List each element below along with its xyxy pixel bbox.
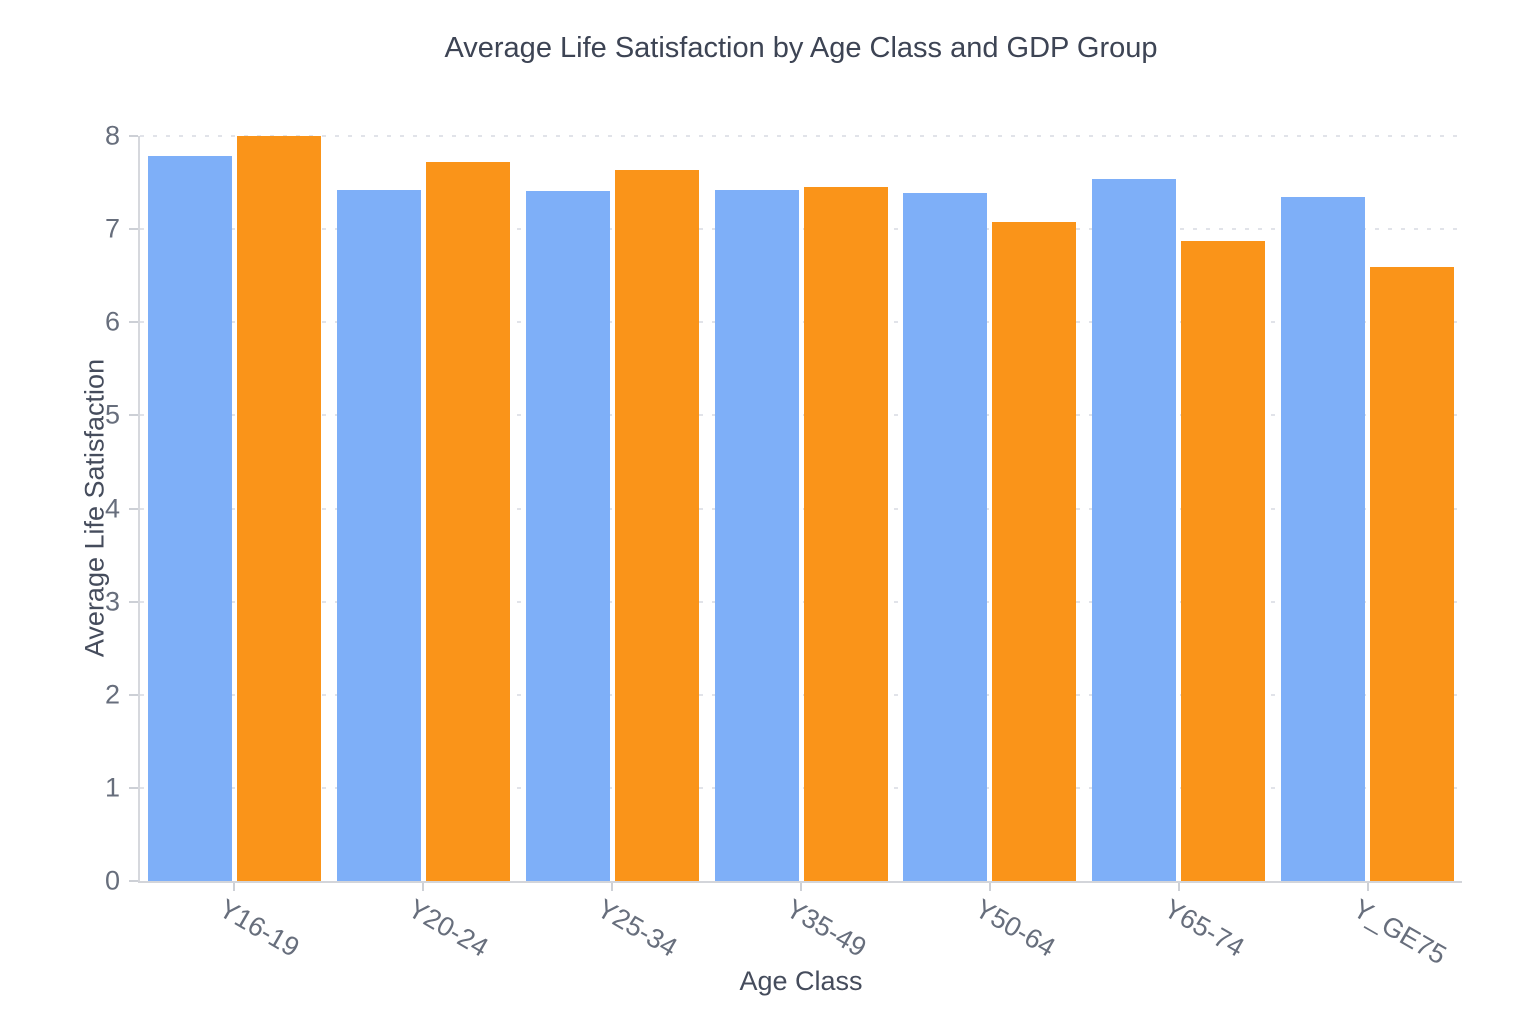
x-tick-mark-Y25-34 — [611, 883, 614, 891]
y-tick-mark-1 — [129, 786, 138, 789]
y-tick-label: 2 — [104, 679, 120, 710]
y-tick-label: 6 — [104, 306, 120, 337]
x-tick-label: Y25-34 — [592, 893, 683, 963]
bar — [992, 221, 1077, 881]
bar — [1370, 267, 1455, 881]
bar — [147, 155, 232, 881]
y-tick-label: 7 — [104, 213, 120, 244]
bar — [525, 190, 610, 881]
x-axis-title: Age Class — [739, 966, 863, 996]
bar — [1281, 197, 1366, 881]
x-tick-mark-Y16-19 — [233, 883, 236, 891]
plot-area: 0 1 2 3 4 5 6 7 8 Y16-19 Y20-24 Y25-34 Y35-49 Y50-64 Y… — [105, 122, 1462, 970]
x-tick-mark-Y50-64 — [988, 883, 991, 891]
gridline-y-7 — [140, 228, 1462, 231]
x-tick-label: Y_GE75 — [1347, 893, 1451, 971]
y-tick-mark-5 — [129, 414, 138, 417]
y-tick-label: 8 — [104, 120, 120, 151]
x-tick-label: Y50-64 — [969, 893, 1061, 963]
x-tick-mark-Y65-74 — [1177, 883, 1180, 891]
bar — [336, 190, 421, 881]
gridline-y-1 — [140, 786, 1462, 789]
gridline-y-8 — [140, 135, 1462, 137]
x-axis-line — [138, 881, 1462, 883]
bar — [803, 187, 888, 881]
gridline-y-2 — [140, 693, 1462, 696]
x-tick-mark-Y_GE75 — [1366, 883, 1369, 891]
y-tick-mark-0 — [129, 880, 138, 882]
bar — [1092, 178, 1177, 881]
gridline-y-5 — [140, 414, 1462, 417]
y-axis-line — [138, 136, 140, 883]
bar — [614, 170, 699, 881]
x-tick-label: Y65-74 — [1158, 893, 1250, 963]
y-tick-mark-8 — [129, 135, 138, 137]
y-tick-mark-6 — [129, 321, 138, 324]
x-tick-mark-Y20-24 — [422, 883, 425, 891]
bar — [1181, 241, 1266, 881]
y-tick-mark-2 — [129, 693, 138, 696]
y-tick-mark-7 — [129, 228, 138, 231]
bar — [425, 162, 510, 881]
y-tick-label: 4 — [104, 493, 120, 523]
bar — [903, 192, 988, 881]
bar — [714, 190, 799, 881]
y-tick-mark-4 — [129, 507, 138, 510]
gridline-y-4 — [140, 507, 1462, 510]
bar — [236, 136, 321, 881]
y-tick-label: 5 — [104, 399, 120, 430]
chart-title: Average Life Satisfaction by Age Class a… — [444, 32, 1158, 64]
x-tick-label: Y16-19 — [214, 893, 305, 963]
gridline-y-6 — [140, 321, 1462, 324]
x-tick-label: Y20-24 — [403, 893, 494, 963]
x-tick-mark-Y35-49 — [800, 883, 802, 891]
y-tick-label: 0 — [104, 865, 120, 896]
gridline-y-3 — [140, 600, 1462, 603]
y-tick-label: 1 — [104, 772, 120, 803]
y-tick-label: 3 — [104, 586, 120, 617]
x-tick-label: Y35-49 — [781, 893, 872, 963]
y-tick-mark-3 — [129, 600, 138, 603]
